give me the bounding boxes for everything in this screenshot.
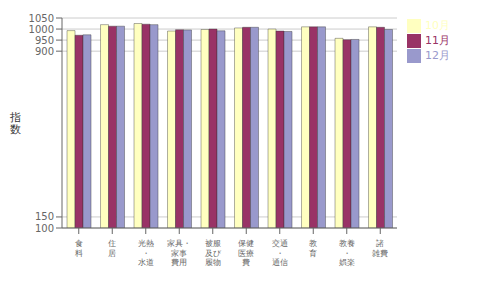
svg-text:教育: 教育 <box>309 239 317 258</box>
svg-text:交通・通信: 交通・通信 <box>272 239 288 267</box>
svg-text:150: 150 <box>35 211 54 222</box>
html-text:12月: 12月 <box>425 49 450 62</box>
svg-text:100: 100 <box>35 223 54 234</box>
html-text:10月: 10月 <box>425 19 450 32</box>
html-text:11月: 11月 <box>425 34 450 47</box>
svg-text:保健医療費: 保健医療費 <box>238 239 254 267</box>
svg-text:1050: 1050 <box>29 13 54 24</box>
svg-text:光熱・水道: 光熱・水道 <box>138 239 154 267</box>
svg-text:900: 900 <box>35 46 54 57</box>
svg-text:諸雑費: 諸雑費 <box>372 239 388 258</box>
svg-text:被服及び履物: 被服及び履物 <box>205 239 222 267</box>
svg-text:指数: 指数 <box>9 111 21 136</box>
svg-text:950: 950 <box>35 35 54 46</box>
svg-text:食料: 食料 <box>75 239 83 258</box>
svg-text:1000: 1000 <box>29 24 54 35</box>
svg-text:住居: 住居 <box>108 239 116 258</box>
svg-text:教養・娯楽: 教養・娯楽 <box>339 239 355 267</box>
svg-text:家具・家事費用: 家具・家事費用 <box>167 239 191 267</box>
